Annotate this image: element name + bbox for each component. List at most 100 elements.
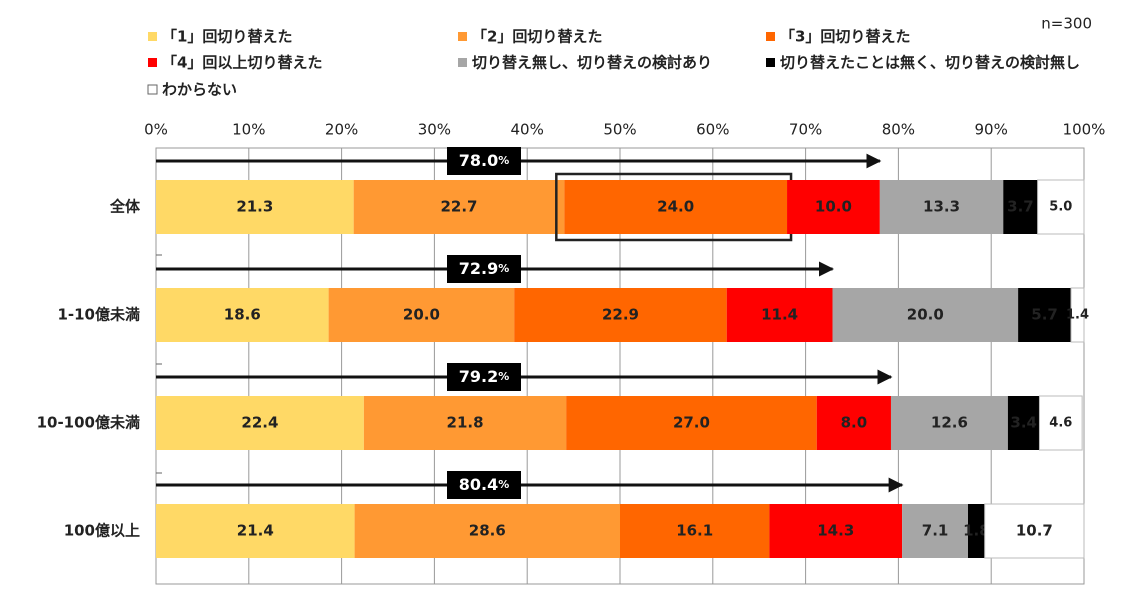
x-tick-label: 40% [511, 121, 544, 139]
total-unit: % [498, 154, 509, 167]
legend-swatch [458, 32, 467, 41]
legend-swatch [148, 32, 157, 41]
bar-segment [787, 180, 880, 234]
bar-segment [1070, 287, 1085, 343]
total-label-box [447, 255, 521, 283]
data-label: 8.0 [841, 414, 868, 432]
x-tick-label: 50% [603, 121, 636, 139]
bar-segment [726, 288, 833, 342]
data-label: 3.4 [1010, 414, 1037, 432]
bar-segment [566, 396, 817, 450]
data-label: 4.6 [1049, 416, 1072, 431]
legend-label: 切り替えたことは無く、切り替えの検討無し [780, 54, 1080, 72]
total-label-box [447, 363, 521, 391]
x-tick-label: 90% [975, 121, 1008, 139]
data-label: 10.7 [1016, 522, 1053, 540]
total-unit: % [498, 478, 509, 491]
legend-swatch [766, 32, 775, 41]
legend-swatch [766, 58, 775, 67]
bar-segment [156, 396, 364, 450]
bar-segment [984, 503, 1085, 559]
bar-segment [156, 180, 354, 234]
data-label: 14.3 [817, 522, 854, 540]
bar-segment [1018, 288, 1072, 342]
total-label-box [447, 471, 521, 499]
legend-label: 切り替え無し、切り替えの検討あり [472, 54, 712, 72]
total-value: 80.4 [459, 475, 498, 494]
category-label: 1-10億未満 [57, 306, 140, 324]
bar-segment [1037, 179, 1085, 235]
data-label: 11.4 [761, 306, 798, 324]
note: n=300 [1041, 15, 1092, 33]
data-label: 10.0 [815, 198, 852, 216]
legend-label: 「1」回切り替えた [162, 28, 292, 46]
legend-label: 「3」回切り替えた [780, 28, 910, 46]
x-tick-label: 30% [418, 121, 451, 139]
total-label: 79.2% [459, 367, 510, 386]
x-tick-label: 10% [232, 121, 265, 139]
x-tick-label: 70% [789, 121, 822, 139]
total-label: 78.0% [459, 151, 510, 170]
bar-segment [514, 288, 727, 342]
data-label: 21.3 [236, 198, 273, 216]
total-label-box [447, 147, 521, 175]
legend-label: 「4」回以上切り替えた [162, 54, 322, 72]
bar-segment [832, 288, 1019, 342]
bar-segment [156, 504, 355, 558]
data-label: 22.4 [241, 414, 278, 432]
bar-segment [890, 396, 1008, 450]
bar-segment [1038, 395, 1083, 451]
bar-segment [816, 396, 891, 450]
data-label: 1.4 [1066, 308, 1089, 323]
x-tick-label: 20% [325, 121, 358, 139]
total-unit: % [498, 262, 509, 275]
bar-segment [879, 180, 1004, 234]
x-tick-label: 0% [144, 121, 168, 139]
bar-segment [620, 504, 770, 558]
plot-frame [155, 147, 1085, 585]
total-unit: % [498, 370, 509, 383]
category-label: 全体 [109, 198, 141, 216]
data-label: 7.1 [922, 522, 949, 540]
legend-swatch [148, 58, 157, 67]
x-tick-label: 80% [882, 121, 915, 139]
data-label: 21.4 [237, 522, 274, 540]
bar-segment [769, 504, 903, 558]
data-label: 27.0 [673, 414, 710, 432]
data-label: 24.0 [657, 198, 694, 216]
data-label: 1.8 [963, 522, 990, 540]
data-label: 16.1 [676, 522, 713, 540]
legend-label: わからない [162, 81, 237, 99]
bar-segment [156, 288, 329, 342]
data-label: 21.8 [447, 414, 484, 432]
data-label: 12.6 [931, 414, 968, 432]
data-label: 20.0 [907, 306, 944, 324]
data-label: 22.7 [440, 198, 477, 216]
data-label: 13.3 [923, 198, 960, 216]
legend-swatch [458, 58, 467, 67]
total-value: 79.2 [459, 367, 498, 386]
category-label: 10-100億未満 [37, 414, 140, 432]
bar-segment [968, 504, 985, 558]
x-tick-label: 60% [696, 121, 729, 139]
bar-segment [328, 288, 515, 342]
data-label: 20.0 [403, 306, 440, 324]
data-label: 5.0 [1049, 200, 1072, 215]
data-label: 3.7 [1007, 198, 1034, 216]
total-value: 72.9 [459, 259, 498, 278]
bar-segment [363, 396, 567, 450]
data-label: 28.6 [469, 522, 506, 540]
legend-swatch [147, 84, 158, 95]
data-label: 5.7 [1031, 306, 1058, 324]
total-value: 78.0 [459, 151, 498, 170]
total-label: 80.4% [459, 475, 510, 494]
total-label: 72.9% [459, 259, 510, 278]
legend-label: 「2」回切り替えた [472, 28, 602, 46]
data-label: 22.9 [602, 306, 639, 324]
bar-segment [353, 180, 565, 234]
bar-segment [902, 504, 968, 558]
category-label: 100億以上 [64, 522, 140, 540]
bar-segment [354, 504, 620, 558]
bar-segment [1003, 180, 1038, 234]
